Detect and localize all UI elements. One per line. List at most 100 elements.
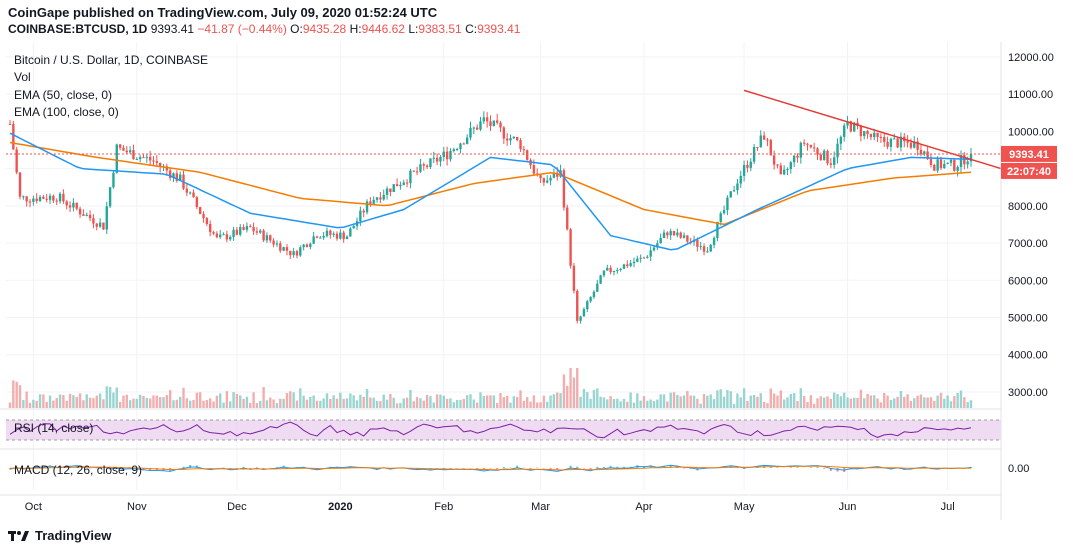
volume-bar (405, 397, 409, 408)
price-badge (1001, 145, 1057, 162)
volume-bar (162, 397, 165, 408)
candle-body (846, 121, 849, 126)
volume-bar (175, 399, 179, 408)
volume-bar (82, 400, 85, 408)
volume-bar (495, 403, 499, 408)
candle-body (849, 121, 853, 132)
candle-body (946, 162, 949, 164)
volume-bar (42, 394, 45, 408)
volume-bar (75, 396, 78, 408)
volume-bar (219, 393, 222, 408)
candle-body (649, 250, 652, 257)
candle-body (512, 137, 516, 139)
candle-body (629, 263, 632, 267)
candle-body (926, 151, 929, 159)
candle-body (923, 151, 926, 155)
candle-body (282, 247, 285, 251)
volume-bar (435, 394, 439, 408)
volume-bar (592, 390, 596, 408)
candle-body (719, 213, 722, 222)
volume-bar (359, 394, 362, 408)
volume-bar (322, 398, 325, 408)
candle-body (252, 227, 255, 232)
volume-bar (886, 395, 889, 408)
candle-body (462, 143, 466, 145)
candle-body (469, 127, 472, 138)
volume-bar (586, 392, 589, 408)
volume-bar (432, 402, 435, 408)
price-tick-label: 4000.00 (1008, 350, 1048, 362)
candle-body (609, 267, 612, 273)
volume-bar (442, 395, 445, 408)
volume-bar (526, 397, 529, 408)
candle-body (62, 193, 65, 202)
candle-body (192, 192, 195, 198)
volume-bar (696, 398, 699, 408)
candle-body (485, 117, 489, 122)
candle-body (42, 196, 45, 199)
volume-bar (58, 394, 62, 408)
volume-bar (349, 393, 352, 408)
macd-hist-bar (502, 467, 505, 468)
volume-bar (372, 397, 375, 408)
volume-bar (115, 387, 118, 408)
candle-body (28, 201, 32, 203)
candle-body (766, 139, 769, 141)
macd-hist-bar (596, 466, 599, 468)
tradingview-brand[interactable]: TradingView (8, 528, 111, 543)
volume-bar (666, 401, 669, 408)
volume-bar (722, 396, 726, 408)
candle-body (429, 158, 432, 168)
macd-hist-bar (569, 465, 572, 468)
volume-bar (102, 399, 105, 408)
volume-bar (45, 401, 48, 408)
volume-bar (15, 381, 18, 408)
candle-body (612, 270, 616, 273)
macd-hist-bar (436, 468, 439, 469)
volume-bar (88, 397, 92, 408)
low-label: L: (408, 22, 419, 36)
volume-bar (355, 400, 359, 408)
volume-bar (933, 400, 936, 408)
volume-bar (716, 390, 719, 408)
volume-bar (198, 392, 202, 408)
volume-bar (269, 397, 272, 408)
volume-bar (919, 394, 923, 408)
volume-bar (122, 395, 125, 408)
candle-body (75, 202, 78, 209)
volume-bar (806, 401, 809, 408)
candle-body (883, 137, 886, 142)
volume-bar (145, 397, 149, 408)
candle-body (445, 151, 449, 160)
candle-body (115, 144, 118, 173)
macd-hist-bar (249, 468, 252, 469)
macd-hist-bar (669, 464, 672, 468)
macd-hist-bar (496, 468, 499, 469)
candle-body (499, 122, 502, 128)
macd-signal-line (9, 465, 972, 471)
volume-bar (235, 393, 239, 408)
candle-body (889, 138, 893, 147)
candle-body (552, 172, 556, 178)
volume-bar (859, 389, 863, 408)
candle-body (562, 170, 566, 208)
volume-bar (299, 388, 302, 408)
candle-body (229, 236, 232, 240)
candle-body (542, 178, 546, 183)
macd-hist-bar (516, 465, 519, 468)
volume-bar (158, 397, 162, 408)
macd-hist-bar (743, 468, 746, 470)
volume-bar (812, 403, 816, 408)
candle-body (632, 261, 636, 264)
volume-bar (929, 397, 933, 408)
volume-bar (669, 392, 672, 408)
volume-bar (132, 398, 135, 408)
candle-body (375, 197, 379, 200)
candle-body (702, 246, 706, 252)
candle-body (572, 265, 576, 291)
candle-body (819, 154, 823, 161)
candle-body (335, 233, 339, 239)
high-label: H: (349, 22, 362, 36)
candle-body (505, 138, 509, 141)
